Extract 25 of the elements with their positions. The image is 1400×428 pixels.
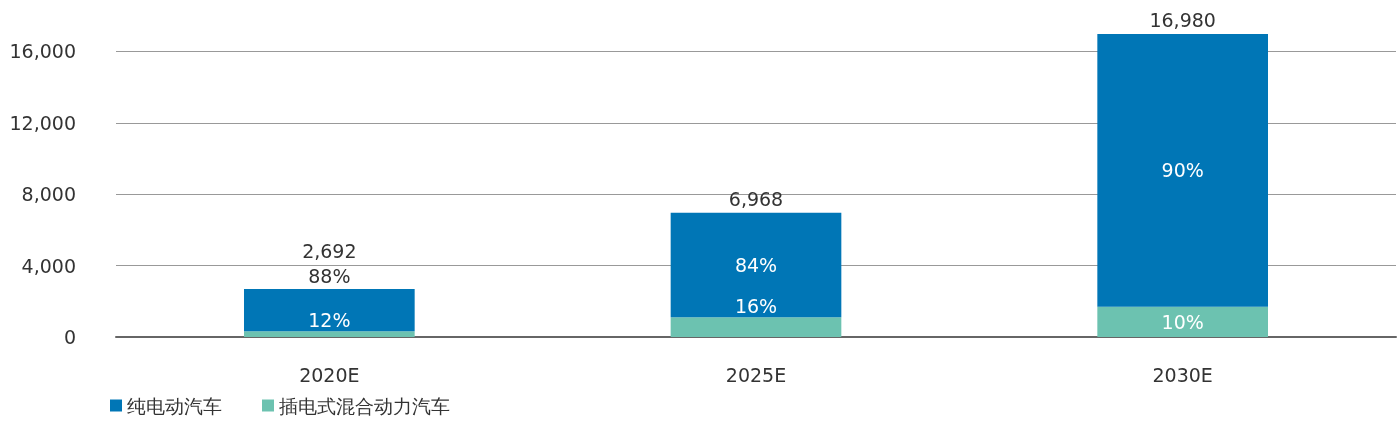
- annotation: 84%: [734, 254, 778, 277]
- x-tick-label: 2030E: [1152, 363, 1213, 386]
- y-tick-label: 4,000: [21, 254, 76, 277]
- bar: [670, 317, 842, 337]
- y-tick-label: 12,000: [9, 111, 76, 134]
- total-label: 16,980: [1149, 9, 1216, 31]
- total-label: 6,968: [728, 187, 784, 210]
- y-tick-label: 0: [63, 326, 76, 348]
- x-tick-label: 2025E: [725, 363, 787, 386]
- bar: [244, 288, 415, 332]
- annotation: 88%: [308, 264, 351, 287]
- legend-label: 插电式混合动力汽车: [279, 394, 450, 417]
- y-tick-label: 16,000: [9, 40, 76, 63]
- total-label: 2,692: [302, 239, 357, 262]
- bar: [1097, 306, 1268, 337]
- bar: [1097, 34, 1268, 307]
- annotation: 10%: [1161, 310, 1204, 333]
- bar: [244, 331, 415, 337]
- legend-label: 纯电动汽车: [127, 394, 222, 417]
- annotation: 90%: [1161, 159, 1204, 182]
- bar: [670, 212, 842, 318]
- y-tick-label: 8,000: [21, 183, 76, 206]
- annotation: 16%: [734, 295, 778, 318]
- x-tick-label: 2020E: [299, 363, 360, 386]
- annotation: 12%: [308, 309, 351, 332]
